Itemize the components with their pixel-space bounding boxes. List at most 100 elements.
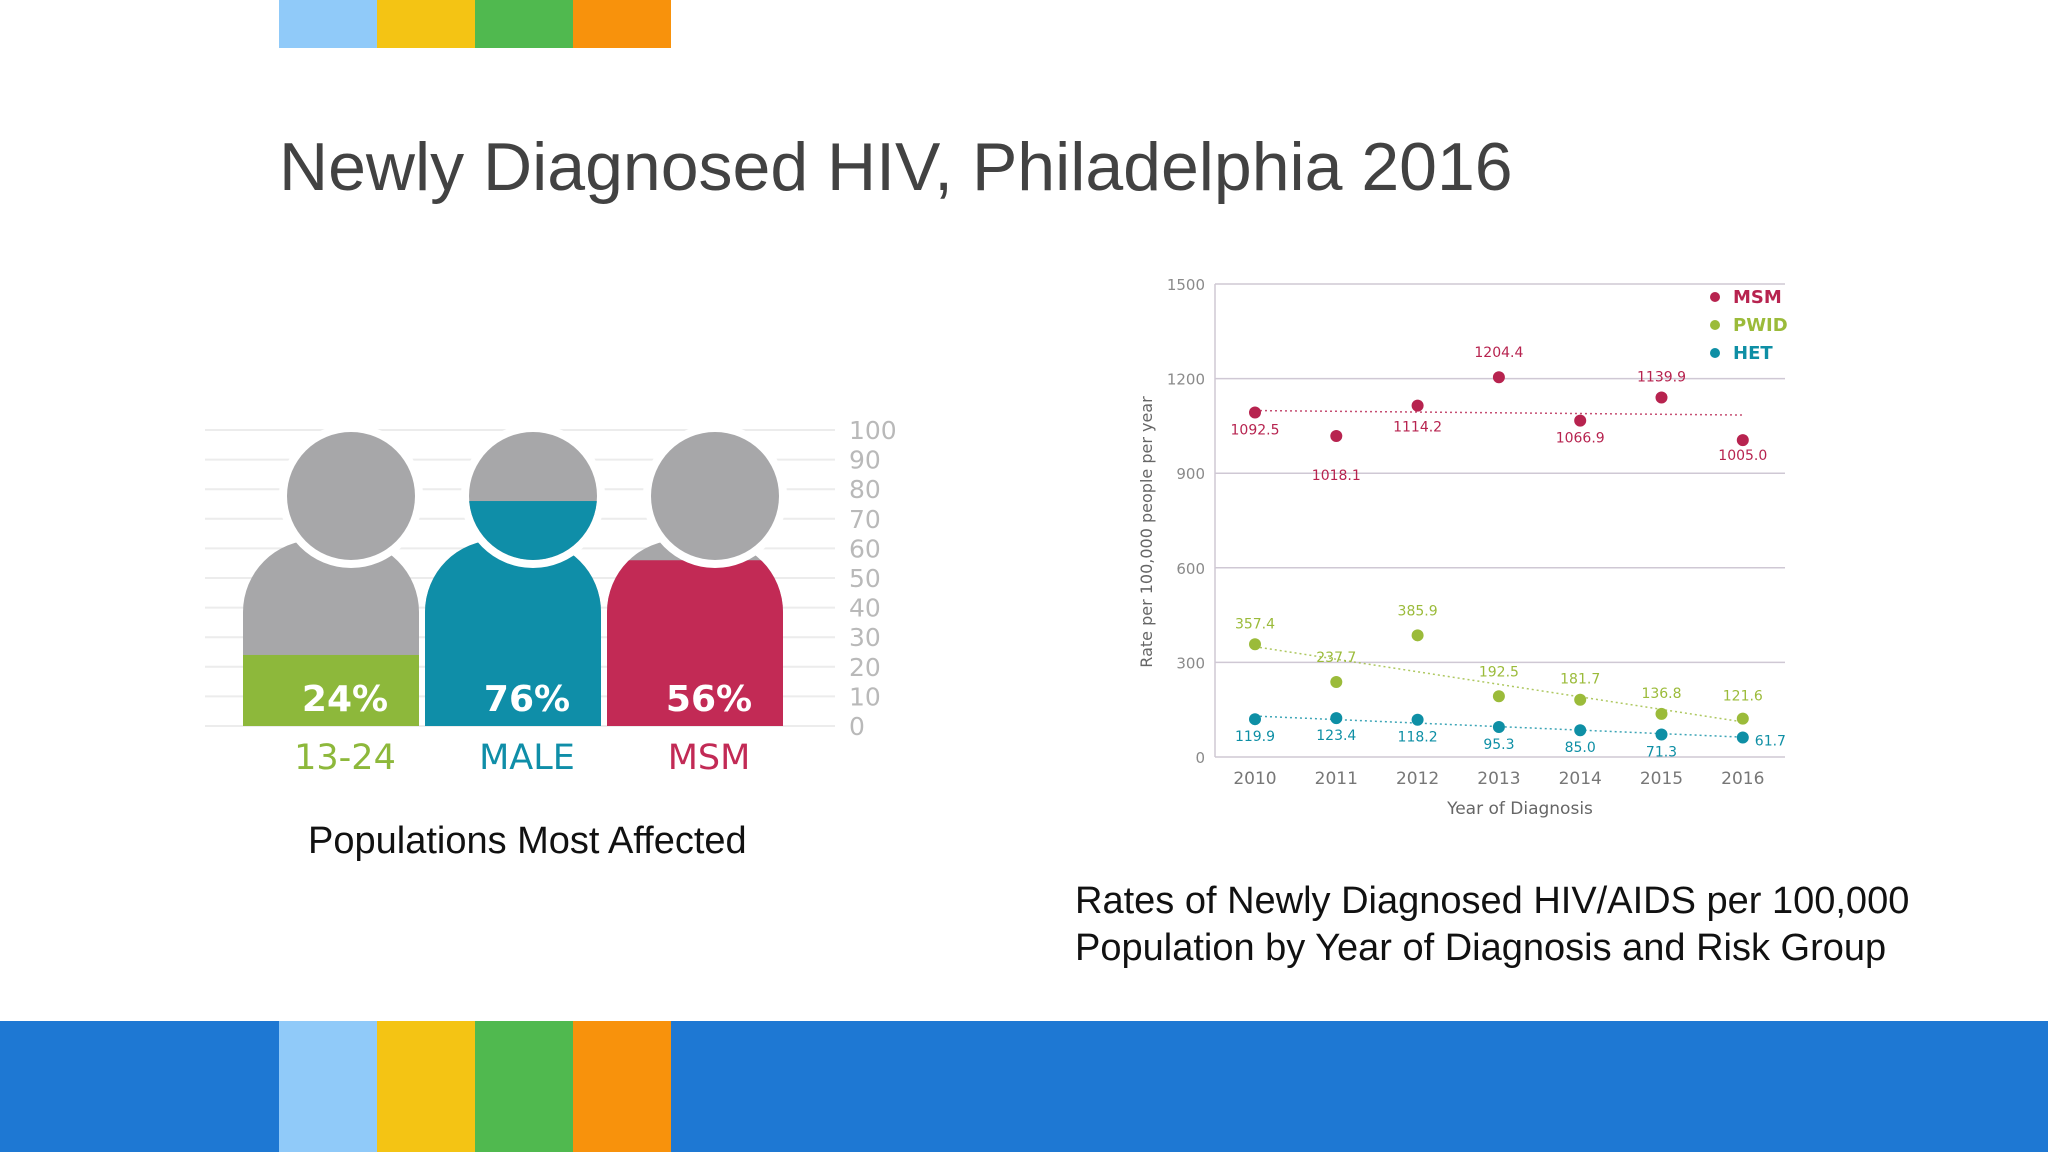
x-axis-label: Year of Diagnosis [1446, 799, 1593, 819]
data-label: 136.8 [1641, 686, 1681, 702]
x-tick-label: 2013 [1477, 769, 1520, 789]
legend-label: MSM [1733, 287, 1782, 308]
data-point [1249, 638, 1261, 651]
person-body-fill [243, 654, 419, 726]
scale-tick-label: 50 [849, 564, 881, 593]
person-percent-label: 76% [484, 679, 570, 720]
chart-caption-line-2: Population by Year of Diagnosis and Risk… [1075, 927, 1887, 969]
data-label: 85.0 [1565, 740, 1596, 756]
x-tick-label: 2014 [1559, 769, 1602, 789]
y-tick-label: 300 [1176, 654, 1205, 672]
chart-legend: MSM PWID HET [1710, 287, 1788, 364]
data-point [1492, 690, 1505, 703]
x-tick-label: 2016 [1721, 769, 1764, 789]
top-stripe-green [475, 0, 573, 48]
top-stripe-light-blue [279, 0, 377, 48]
chart-caption: Rates of Newly Diagnosed HIV/AIDS per 10… [1075, 878, 1909, 972]
data-point [1330, 676, 1343, 689]
data-point [1736, 712, 1749, 725]
data-label: 1114.2 [1393, 420, 1442, 436]
data-label: 119.9 [1235, 729, 1275, 745]
data-label: 181.7 [1560, 672, 1600, 688]
top-stripe-yellow [377, 0, 475, 48]
data-label: 1092.5 [1231, 422, 1280, 438]
person-group-label: MALE [479, 738, 575, 778]
data-point [1655, 707, 1668, 720]
data-point [1574, 414, 1587, 427]
data-point [1736, 731, 1749, 744]
data-label: 61.7 [1755, 734, 1786, 750]
data-point [1249, 713, 1261, 726]
data-point [1492, 371, 1505, 384]
scale-tick-label: 0 [849, 712, 865, 741]
person-figure [607, 424, 787, 726]
person-head [287, 432, 415, 560]
y-tick-label: 0 [1195, 749, 1205, 767]
person-figure [425, 424, 605, 726]
person-group-label: MSM [668, 738, 751, 778]
data-label: 71.3 [1646, 745, 1677, 761]
data-point [1655, 391, 1668, 404]
person-percent-label: 24% [302, 679, 388, 720]
people-labels: 24% 13-24 76% MALE 56% MSM [294, 679, 752, 778]
scale-tick-label: 10 [849, 682, 881, 711]
data-label: 1005.0 [1718, 448, 1767, 464]
person-figure [243, 424, 423, 726]
slide-title: Newly Diagnosed HIV, Philadelphia 2016 [279, 129, 1513, 205]
data-point [1492, 720, 1505, 733]
chart-caption-line-1: Rates of Newly Diagnosed HIV/AIDS per 10… [1075, 880, 1910, 922]
data-label: 237.7 [1316, 650, 1356, 666]
x-tick-label: 2015 [1640, 769, 1683, 789]
data-label: 118.2 [1398, 730, 1438, 746]
y-tick-label: 900 [1176, 465, 1205, 483]
top-stripe-orange [573, 0, 671, 48]
data-point [1411, 713, 1424, 726]
data-point [1411, 629, 1424, 642]
data-label: 357.4 [1235, 616, 1275, 632]
data-label: 1018.1 [1312, 468, 1361, 484]
scale-tick-label: 60 [849, 534, 881, 563]
y-tick-label: 600 [1176, 560, 1205, 578]
data-label: 95.3 [1483, 737, 1514, 753]
footer-stripe-green [475, 1021, 573, 1152]
x-tick-label: 2012 [1396, 769, 1439, 789]
data-point [1249, 406, 1261, 419]
populations-caption: Populations Most Affected [308, 820, 747, 862]
data-label: 1066.9 [1556, 431, 1605, 447]
data-label: 192.5 [1479, 664, 1519, 680]
rates-scatter-chart: 0 300 600 900 1200 1500 2010 2011 2012 2013 2014 20… [1137, 276, 1788, 819]
y-tick-label: 1500 [1167, 276, 1205, 294]
data-label: 1204.4 [1474, 345, 1523, 361]
footer-stripe-light-blue [279, 1021, 377, 1152]
legend-marker [1710, 292, 1720, 302]
chart-axes: 0 300 600 900 1200 1500 2010 2011 2012 2013 2014 20… [1167, 276, 1765, 789]
footer-stripe-orange [573, 1021, 671, 1152]
data-point [1655, 728, 1668, 741]
person-group-label: 13-24 [294, 738, 396, 778]
data-label: 385.9 [1398, 603, 1438, 619]
x-tick-label: 2010 [1233, 769, 1276, 789]
data-point [1574, 724, 1587, 737]
data-point [1330, 712, 1343, 725]
person-percent-label: 56% [666, 679, 752, 720]
data-point [1574, 693, 1587, 706]
legend-label: PWID [1733, 315, 1788, 336]
scale-tick-label: 70 [849, 505, 881, 534]
y-axis-label: Rate per 100,000 people per year [1137, 396, 1156, 668]
people-figures [243, 424, 787, 726]
legend-label: HET [1733, 343, 1773, 364]
person-head [651, 432, 779, 560]
person-body-fill [425, 540, 601, 726]
scale-tick-label: 80 [849, 475, 881, 504]
scale-tick-label: 30 [849, 623, 881, 652]
person-body-fill [607, 560, 783, 726]
data-label: 123.4 [1316, 728, 1356, 744]
x-tick-label: 2011 [1315, 769, 1358, 789]
scale-tick-label: 20 [849, 653, 881, 682]
y-tick-label: 1200 [1167, 371, 1205, 389]
legend-marker [1710, 320, 1720, 330]
data-label: 121.6 [1723, 689, 1763, 705]
data-point [1736, 434, 1749, 447]
